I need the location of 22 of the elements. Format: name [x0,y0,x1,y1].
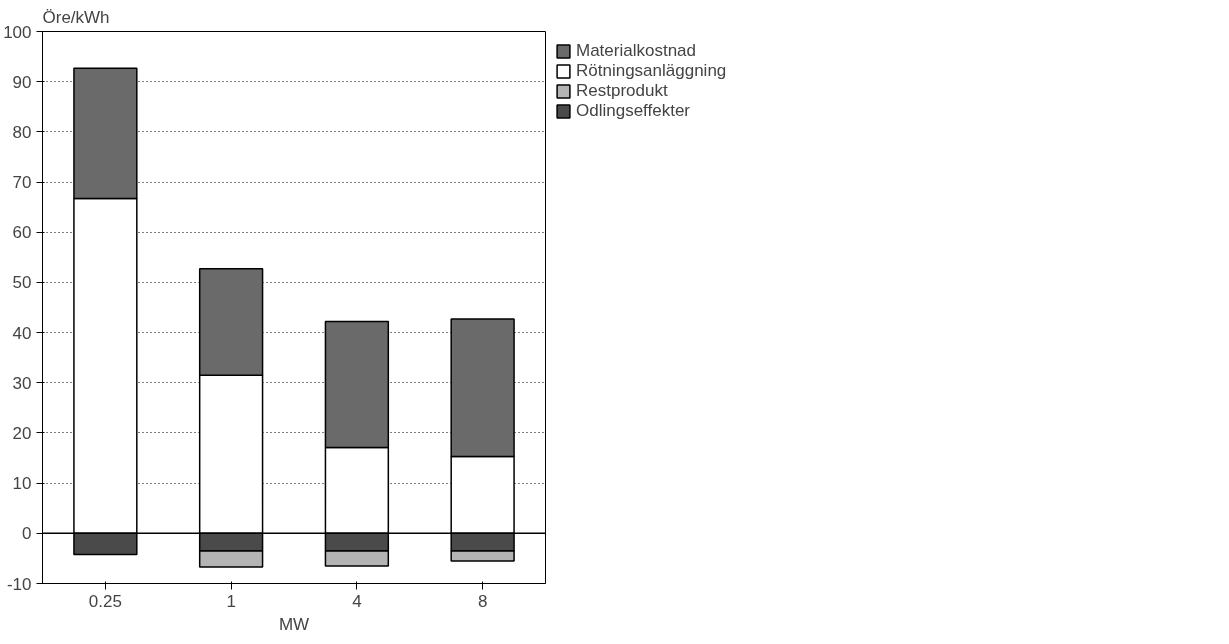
y-tick-label: 90 [12,72,32,92]
x-axis-title: MW [278,614,310,634]
y-tick-label: 60 [12,223,32,243]
y-tick-label: 30 [12,373,32,393]
x-tick-label: 0.25 [88,591,122,611]
x-tick-label: 4 [352,591,362,611]
y-axis-title: Öre/kWh [42,7,110,27]
y-tick-label: 50 [12,273,32,293]
y-tick-label: 10 [12,474,32,494]
x-tick-label: 1 [226,591,236,611]
legend-label: Odlingseffekter [576,101,691,121]
y-tick-label: -10 [6,574,32,594]
legend-label: Restprodukt [576,81,668,101]
x-tick-label: 8 [477,591,488,611]
y-tick-label: 40 [12,323,32,343]
y-tick-label: 0 [22,524,32,544]
y-tick-label: 70 [12,173,32,193]
y-tick-label: 100 [3,22,32,42]
legend-label: Rötningsanläggning [576,61,727,81]
y-tick-label: 80 [12,122,32,142]
y-tick-label: 20 [12,423,32,443]
legend-label: Materialkostnad [576,41,697,61]
